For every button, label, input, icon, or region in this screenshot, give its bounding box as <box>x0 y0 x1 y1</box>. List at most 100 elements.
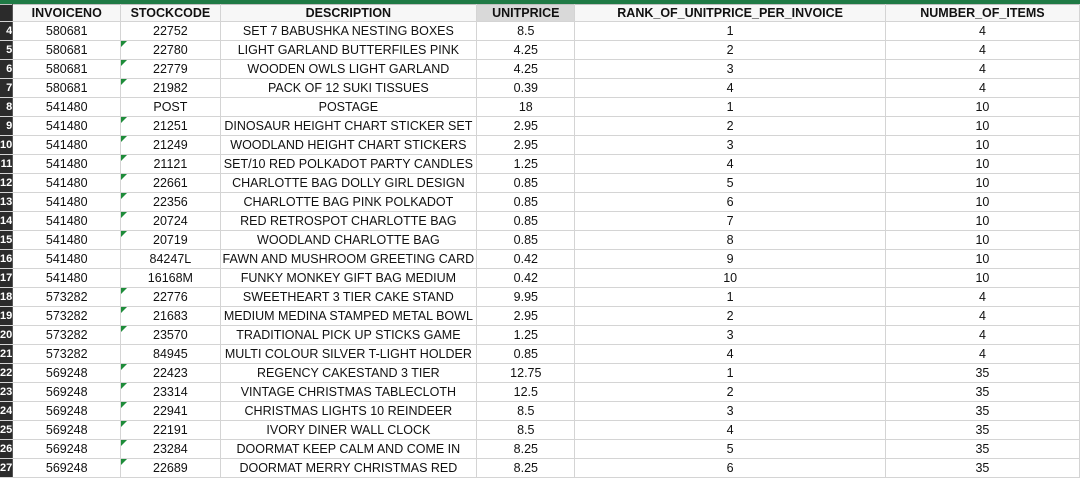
cell-unitprice[interactable]: 0.85 <box>476 344 576 364</box>
row-number-header[interactable]: 13 <box>0 192 14 212</box>
cell-number-of-items[interactable]: 4 <box>885 78 1080 98</box>
cell-description[interactable]: CHRISTMAS LIGHTS 10 REINDEER <box>220 401 478 421</box>
cell-invoiceno[interactable]: 541480 <box>12 230 122 250</box>
cell-invoiceno[interactable]: 569248 <box>12 420 122 440</box>
row-header-corner[interactable] <box>0 4 14 22</box>
row-number-header[interactable]: 14 <box>0 211 14 231</box>
cell-description[interactable]: DINOSAUR HEIGHT CHART STICKER SET <box>220 116 478 136</box>
cell-description[interactable]: FUNKY MONKEY GIFT BAG MEDIUM <box>220 268 478 288</box>
column-header-stockcode[interactable]: STOCKCODE <box>120 4 221 22</box>
cell-number-of-items[interactable]: 10 <box>885 154 1080 174</box>
cell-unitprice[interactable]: 2.95 <box>476 306 576 326</box>
cell-stockcode[interactable]: 23314 <box>120 382 221 402</box>
cell-unitprice[interactable]: 9.95 <box>476 287 576 307</box>
cell-invoiceno[interactable]: 573282 <box>12 306 122 326</box>
cell-stockcode[interactable]: 20719 <box>120 230 221 250</box>
cell-invoiceno[interactable]: 580681 <box>12 40 122 60</box>
cell-stockcode[interactable]: POST <box>120 97 221 117</box>
cell-description[interactable]: DOORMAT KEEP CALM AND COME IN <box>220 439 478 459</box>
cell-stockcode[interactable]: 21982 <box>120 78 221 98</box>
cell-unitprice[interactable]: 0.42 <box>476 249 576 269</box>
cell-description[interactable]: WOODLAND HEIGHT CHART STICKERS <box>220 135 478 155</box>
cell-description[interactable]: VINTAGE CHRISTMAS TABLECLOTH <box>220 382 478 402</box>
cell-number-of-items[interactable]: 35 <box>885 439 1080 459</box>
cell-stockcode[interactable]: 20724 <box>120 211 221 231</box>
cell-rank[interactable]: 4 <box>574 78 886 98</box>
cell-stockcode[interactable]: 84945 <box>120 344 221 364</box>
cell-unitprice[interactable]: 0.85 <box>476 192 576 212</box>
error-indicator-icon[interactable] <box>121 288 128 294</box>
cell-unitprice[interactable]: 0.85 <box>476 211 576 231</box>
cell-unitprice[interactable]: 4.25 <box>476 59 576 79</box>
cell-rank[interactable]: 4 <box>574 344 886 364</box>
column-header-description[interactable]: DESCRIPTION <box>220 4 478 22</box>
cell-description[interactable]: CHARLOTTE BAG PINK POLKADOT <box>220 192 478 212</box>
cell-description[interactable]: RED RETROSPOT CHARLOTTE BAG <box>220 211 478 231</box>
cell-number-of-items[interactable]: 10 <box>885 116 1080 136</box>
cell-number-of-items[interactable]: 4 <box>885 344 1080 364</box>
error-indicator-icon[interactable] <box>121 212 128 218</box>
row-number-header[interactable]: 10 <box>0 135 14 155</box>
cell-invoiceno[interactable]: 573282 <box>12 344 122 364</box>
cell-rank[interactable]: 2 <box>574 306 886 326</box>
error-indicator-icon[interactable] <box>121 155 128 161</box>
cell-number-of-items[interactable]: 10 <box>885 192 1080 212</box>
cell-invoiceno[interactable]: 541480 <box>12 211 122 231</box>
cell-rank[interactable]: 4 <box>574 420 886 440</box>
cell-description[interactable]: LIGHT GARLAND BUTTERFILES PINK <box>220 40 478 60</box>
error-indicator-icon[interactable] <box>121 41 128 47</box>
column-header-invoiceno[interactable]: INVOICENO <box>12 4 122 22</box>
row-number-header[interactable]: 8 <box>0 97 14 117</box>
cell-description[interactable]: PACK OF 12 SUKI TISSUES <box>220 78 478 98</box>
cell-invoiceno[interactable]: 541480 <box>12 116 122 136</box>
column-header-rank[interactable]: RANK_OF_UNITPRICE_PER_INVOICE <box>574 4 886 22</box>
cell-invoiceno[interactable]: 569248 <box>12 439 122 459</box>
row-number-header[interactable]: 15 <box>0 230 14 250</box>
cell-description[interactable]: FAWN AND MUSHROOM GREETING CARD <box>220 249 478 269</box>
cell-invoiceno[interactable]: 569248 <box>12 401 122 421</box>
error-indicator-icon[interactable] <box>121 79 128 85</box>
error-indicator-icon[interactable] <box>121 440 128 446</box>
cell-description[interactable]: IVORY DINER WALL CLOCK <box>220 420 478 440</box>
cell-number-of-items[interactable]: 35 <box>885 420 1080 440</box>
row-number-header[interactable]: 21 <box>0 344 14 364</box>
cell-description[interactable]: MEDIUM MEDINA STAMPED METAL BOWL <box>220 306 478 326</box>
error-indicator-icon[interactable] <box>121 60 128 66</box>
cell-description[interactable]: WOODEN OWLS LIGHT GARLAND <box>220 59 478 79</box>
error-indicator-icon[interactable] <box>121 174 128 180</box>
cell-unitprice[interactable]: 8.25 <box>476 458 576 478</box>
cell-number-of-items[interactable]: 10 <box>885 211 1080 231</box>
cell-invoiceno[interactable]: 580681 <box>12 21 122 41</box>
cell-number-of-items[interactable]: 10 <box>885 173 1080 193</box>
error-indicator-icon[interactable] <box>121 117 128 123</box>
cell-rank[interactable]: 3 <box>574 135 886 155</box>
error-indicator-icon[interactable] <box>121 136 128 142</box>
error-indicator-icon[interactable] <box>121 364 128 370</box>
cell-rank[interactable]: 10 <box>574 268 886 288</box>
cell-stockcode[interactable]: 22780 <box>120 40 221 60</box>
row-number-header[interactable]: 20 <box>0 325 14 345</box>
cell-unitprice[interactable]: 2.95 <box>476 116 576 136</box>
cell-rank[interactable]: 3 <box>574 325 886 345</box>
cell-number-of-items[interactable]: 10 <box>885 230 1080 250</box>
cell-rank[interactable]: 5 <box>574 439 886 459</box>
cell-unitprice[interactable]: 0.42 <box>476 268 576 288</box>
cell-number-of-items[interactable]: 4 <box>885 287 1080 307</box>
cell-number-of-items[interactable]: 4 <box>885 325 1080 345</box>
error-indicator-icon[interactable] <box>121 326 128 332</box>
error-indicator-icon[interactable] <box>121 231 128 237</box>
cell-stockcode[interactable]: 21683 <box>120 306 221 326</box>
cell-stockcode[interactable]: 22689 <box>120 458 221 478</box>
cell-rank[interactable]: 9 <box>574 249 886 269</box>
column-header-number-of-items[interactable]: NUMBER_OF_ITEMS <box>885 4 1080 22</box>
cell-number-of-items[interactable]: 35 <box>885 382 1080 402</box>
cell-unitprice[interactable]: 8.5 <box>476 21 576 41</box>
cell-description[interactable]: TRADITIONAL PICK UP STICKS GAME <box>220 325 478 345</box>
cell-unitprice[interactable]: 0.85 <box>476 173 576 193</box>
row-number-header[interactable]: 17 <box>0 268 14 288</box>
row-number-header[interactable]: 26 <box>0 439 14 459</box>
cell-number-of-items[interactable]: 35 <box>885 363 1080 383</box>
row-number-header[interactable]: 9 <box>0 116 14 136</box>
cell-description[interactable]: MULTI COLOUR SILVER T-LIGHT HOLDER <box>220 344 478 364</box>
cell-invoiceno[interactable]: 569248 <box>12 458 122 478</box>
